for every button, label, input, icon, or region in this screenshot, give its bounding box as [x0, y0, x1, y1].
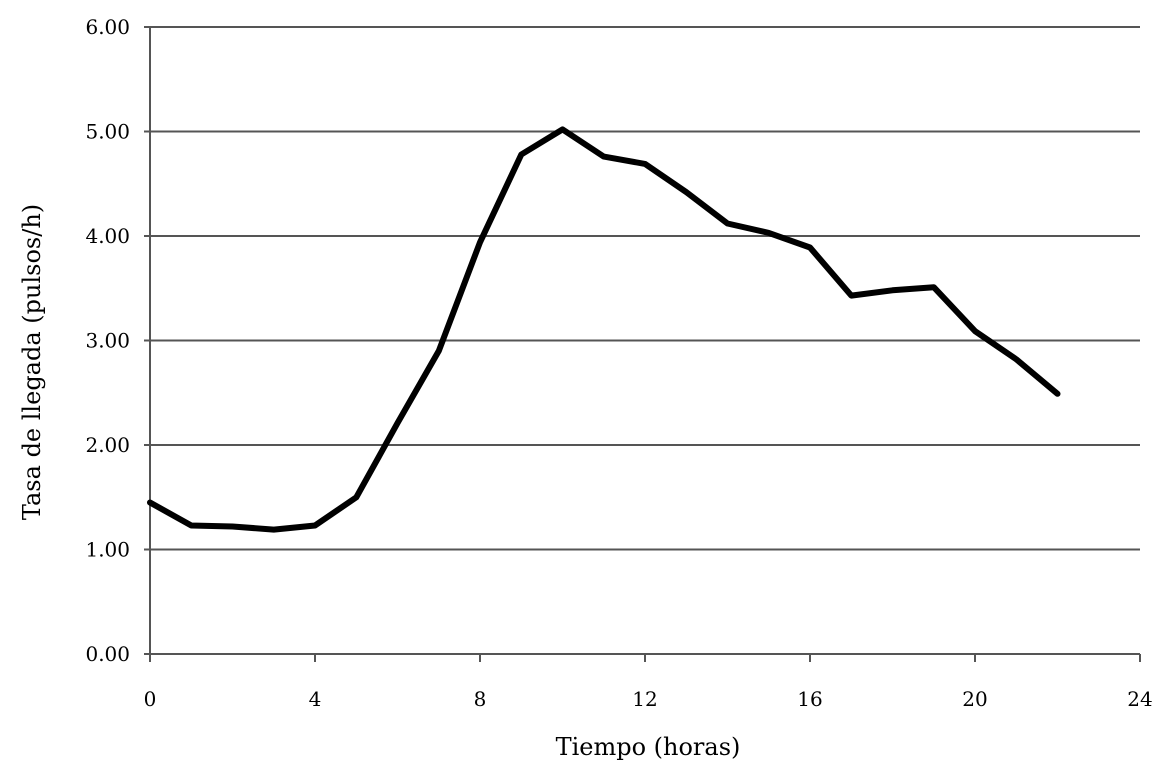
y-tick-labels: 0.00 1.00 2.00 3.00 4.00 5.00 6.00: [85, 15, 130, 666]
x-tick-label: 12: [632, 687, 657, 711]
series-group: [147, 126, 1061, 533]
y-tick-label: 4.00: [85, 224, 130, 248]
y-tick-label: 2.00: [85, 433, 130, 457]
y-tick-label: 3.00: [85, 329, 130, 353]
x-tick-labels: 0 4 8 12 16 20 24: [144, 687, 1153, 711]
x-tick-label: 24: [1127, 687, 1152, 711]
gridlines: [150, 26, 1140, 551]
y-axis-title: Tasa de llegada (pulsos/h): [18, 204, 46, 520]
x-axis-title: Tiempo (horas): [556, 733, 741, 761]
y-tick-label: 1.00: [85, 538, 130, 562]
x-tick-label: 0: [144, 687, 157, 711]
series-line-0: [147, 126, 1061, 533]
axes: [144, 26, 1141, 662]
y-tick-label: 6.00: [85, 15, 130, 39]
y-tick-label: 0.00: [85, 642, 130, 666]
x-tick-label: 8: [474, 687, 487, 711]
y-tick-label: 5.00: [85, 120, 130, 144]
x-tick-label: 20: [962, 687, 987, 711]
x-tick-label: 4: [309, 687, 322, 711]
x-tick-label: 16: [797, 687, 822, 711]
